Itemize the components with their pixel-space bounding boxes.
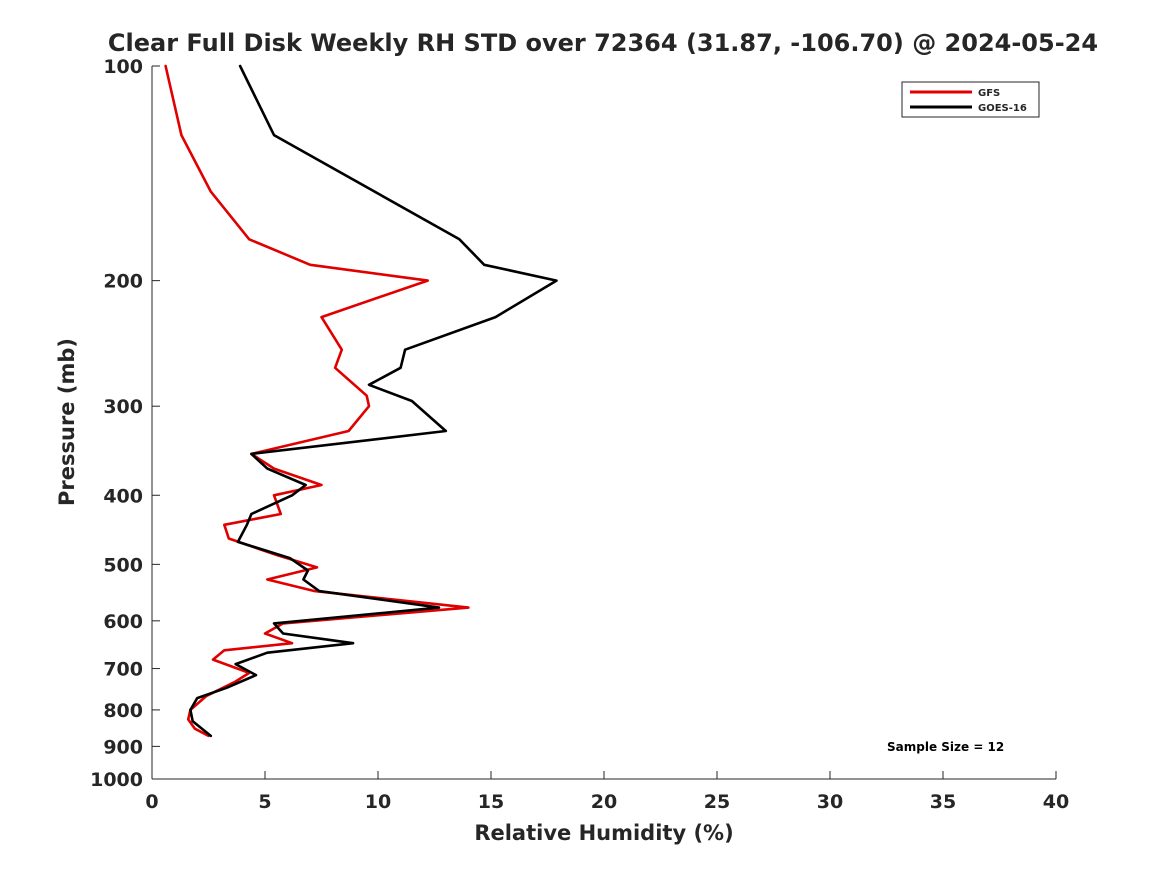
y-tick-label: 500 [103, 554, 143, 576]
x-tick-label: 5 [258, 791, 271, 813]
legend-label-goes16: GOES-16 [978, 103, 1027, 114]
series-line-goes16 [189, 64, 558, 738]
x-tick-label: 0 [145, 791, 158, 813]
y-axis-label: Pressure (mb) [55, 338, 79, 506]
y-tick-label: 900 [103, 736, 143, 758]
y-tick-label: 200 [103, 271, 143, 293]
x-tick-label: 10 [365, 791, 391, 813]
chart-title: Clear Full Disk Weekly RH STD over 72364… [108, 29, 1098, 57]
sample-size-annotation: Sample Size = 12 [887, 740, 1004, 754]
x-tick-label: 15 [478, 791, 504, 813]
x-tick-label: 25 [704, 791, 730, 813]
plot-series-group [164, 64, 558, 738]
series-line-gfs [164, 64, 470, 738]
y-tick-label: 700 [103, 659, 143, 681]
y-tick-label: 1000 [90, 769, 143, 791]
x-tick-label: 30 [817, 791, 843, 813]
legend: GFS GOES-16 [901, 81, 1040, 118]
x-tick-label: 40 [1043, 791, 1069, 813]
y-tick-label: 800 [103, 700, 143, 722]
y-tick-label: 100 [103, 56, 143, 78]
y-axis-ticks: 100 200 300 400 500 600 700 800 900 1000 [90, 56, 160, 791]
y-tick-label: 400 [103, 485, 143, 507]
legend-label-gfs: GFS [978, 88, 1000, 99]
y-tick-label: 600 [103, 611, 143, 633]
x-tick-label: 35 [930, 791, 956, 813]
y-tick-label: 300 [103, 396, 143, 418]
x-tick-label: 20 [591, 791, 617, 813]
legend-box [901, 81, 1040, 118]
x-axis-ticks: 0 5 10 15 20 25 30 35 40 [145, 771, 1069, 813]
x-axis-label: Relative Humidity (%) [474, 821, 733, 845]
